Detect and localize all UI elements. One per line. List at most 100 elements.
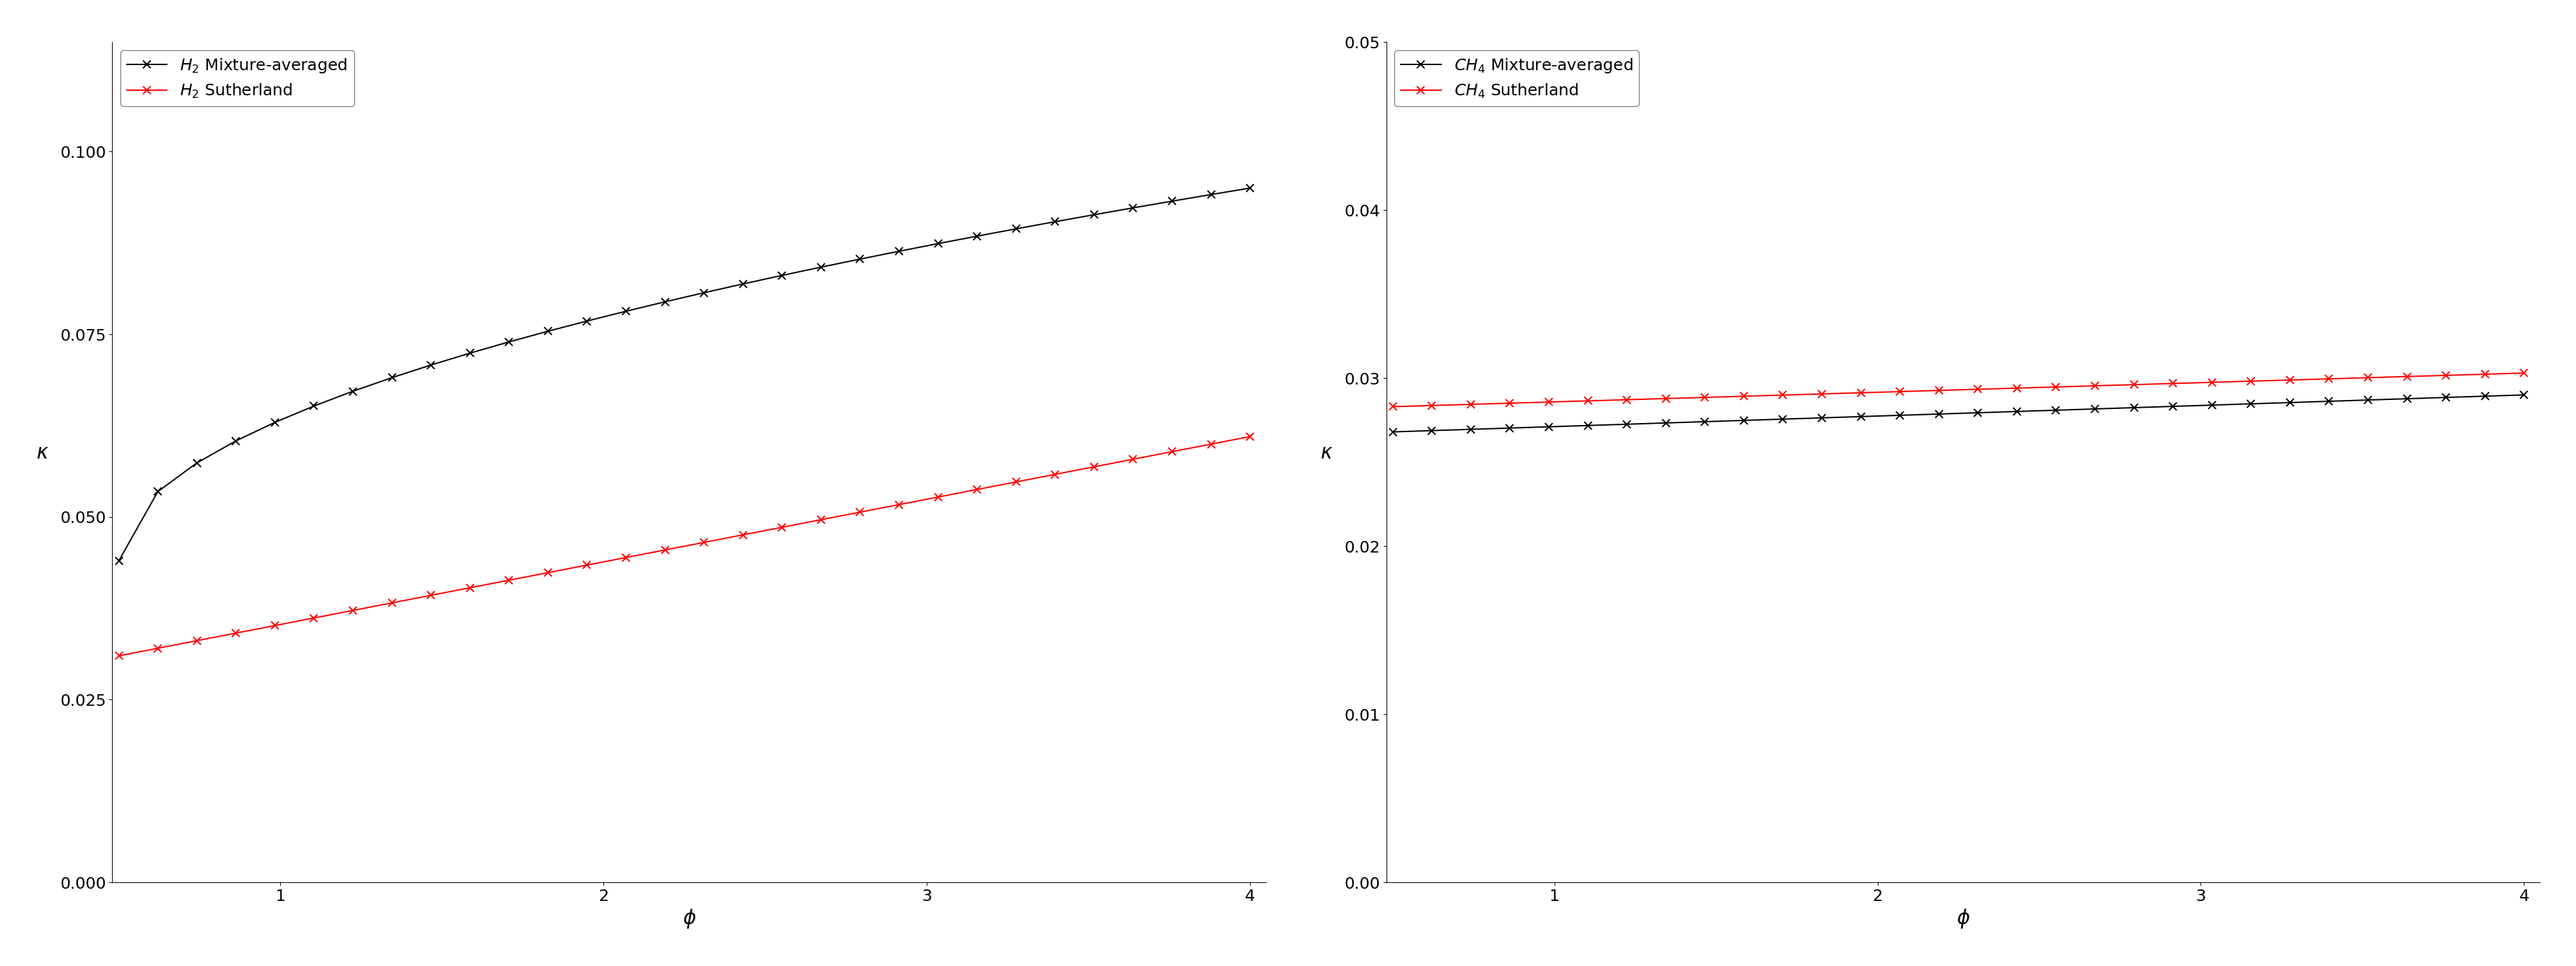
$H_2$ Sutherland [611, 552, 641, 563]
$H_2$ Mixture-averaged [260, 416, 291, 428]
Line: $CH_4$ Mixture-averaged: $CH_4$ Mixture-averaged [1388, 391, 2527, 436]
$CH_4$ Mixture-averaged [1963, 407, 1994, 418]
$CH_4$ Mixture-averaged [1924, 409, 1955, 420]
$H_2$ Mixture-averaged [495, 336, 526, 348]
$H_2$ Sutherland [337, 605, 368, 616]
$CH_4$ Sutherland [2391, 371, 2421, 383]
$H_2$ Sutherland [768, 522, 799, 533]
$H_2$ Mixture-averaged [299, 400, 330, 412]
$CH_4$ Mixture-averaged [1613, 418, 1643, 430]
$CH_4$ Mixture-averaged [2313, 395, 2344, 407]
$H_2$ Sutherland [376, 597, 407, 609]
$H_2$ Mixture-averaged [999, 223, 1030, 235]
$H_2$ Sutherland [260, 620, 291, 632]
Y-axis label: $\kappa$: $\kappa$ [36, 443, 49, 462]
$H_2$ Mixture-averaged [611, 305, 641, 317]
$H_2$ Mixture-averaged [1118, 202, 1149, 213]
$CH_4$ Sutherland [2275, 374, 2306, 385]
$CH_4$ Mixture-averaged [1728, 414, 1759, 426]
$CH_4$ Sutherland [1844, 387, 1875, 399]
$H_2$ Mixture-averaged [688, 287, 719, 298]
X-axis label: $\phi$: $\phi$ [1958, 908, 1971, 930]
$CH_4$ Mixture-averaged [1533, 421, 1564, 433]
$H_2$ Sutherland [961, 484, 992, 496]
$H_2$ Sutherland [806, 514, 837, 526]
$CH_4$ Sutherland [2432, 370, 2463, 382]
$H_2$ Sutherland [1118, 453, 1149, 465]
Y-axis label: $\kappa$: $\kappa$ [1319, 443, 1332, 462]
$CH_4$ Mixture-averaged [2002, 406, 2032, 417]
$CH_4$ Mixture-averaged [1417, 425, 1448, 437]
$H_2$ Sutherland [726, 529, 757, 541]
$H_2$ Sutherland [922, 492, 953, 503]
X-axis label: $\phi$: $\phi$ [683, 908, 696, 930]
$H_2$ Mixture-averaged [103, 555, 134, 567]
$H_2$ Mixture-averaged [1157, 195, 1188, 207]
$CH_4$ Mixture-averaged [2117, 402, 2148, 413]
$H_2$ Sutherland [299, 612, 330, 624]
$H_2$ Sutherland [1234, 431, 1265, 442]
$H_2$ Sutherland [533, 567, 564, 579]
$CH_4$ Sutherland [2040, 382, 2071, 393]
$H_2$ Sutherland [453, 582, 484, 593]
$H_2$ Sutherland [649, 544, 680, 555]
$CH_4$ Mixture-averaged [2197, 399, 2228, 411]
$CH_4$ Mixture-averaged [1651, 417, 1682, 429]
$CH_4$ Mixture-averaged [1690, 416, 1721, 428]
$CH_4$ Mixture-averaged [2352, 394, 2383, 406]
$H_2$ Sutherland [884, 498, 914, 510]
Line: $H_2$ Mixture-averaged: $H_2$ Mixture-averaged [116, 185, 1255, 564]
$CH_4$ Mixture-averaged [2079, 403, 2110, 414]
$CH_4$ Mixture-averaged [2275, 397, 2306, 409]
$CH_4$ Mixture-averaged [2236, 398, 2267, 410]
$CH_4$ Sutherland [1767, 389, 1798, 401]
$H_2$ Sutherland [415, 589, 446, 601]
$H_2$ Sutherland [1041, 469, 1072, 480]
$CH_4$ Sutherland [1806, 388, 1837, 400]
$CH_4$ Sutherland [1728, 390, 1759, 402]
$H_2$ Sutherland [1195, 439, 1226, 450]
$H_2$ Mixture-averaged [453, 348, 484, 359]
$CH_4$ Sutherland [2313, 373, 2344, 384]
$CH_4$ Mixture-averaged [1767, 413, 1798, 425]
$CH_4$ Mixture-averaged [1494, 422, 1525, 434]
$CH_4$ Sutherland [1963, 384, 1994, 395]
$CH_4$ Mixture-averaged [1806, 412, 1837, 424]
$CH_4$ Sutherland [1571, 395, 1602, 407]
$H_2$ Sutherland [845, 506, 876, 518]
$H_2$ Sutherland [999, 476, 1030, 488]
$H_2$ Sutherland [572, 559, 603, 571]
$CH_4$ Sutherland [1378, 401, 1409, 412]
$CH_4$ Sutherland [2470, 368, 2501, 380]
$CH_4$ Sutherland [1690, 391, 1721, 403]
$CH_4$ Mixture-averaged [2391, 393, 2421, 405]
$H_2$ Sutherland [142, 642, 173, 654]
$CH_4$ Mixture-averaged [2159, 401, 2190, 412]
$CH_4$ Sutherland [2352, 372, 2383, 384]
$H_2$ Mixture-averaged [142, 486, 173, 497]
$CH_4$ Sutherland [1613, 394, 1643, 406]
$H_2$ Sutherland [222, 627, 252, 639]
$H_2$ Sutherland [103, 650, 134, 662]
$H_2$ Mixture-averaged [415, 359, 446, 371]
Line: $H_2$ Sutherland: $H_2$ Sutherland [116, 433, 1255, 660]
$H_2$ Mixture-averaged [922, 238, 953, 249]
$CH_4$ Mixture-averaged [1378, 426, 1409, 438]
$H_2$ Mixture-averaged [649, 296, 680, 307]
$CH_4$ Sutherland [2079, 380, 2110, 391]
$CH_4$ Mixture-averaged [1844, 411, 1875, 422]
$H_2$ Sutherland [1079, 461, 1110, 472]
$H_2$ Mixture-averaged [376, 372, 407, 384]
$H_2$ Mixture-averaged [1234, 183, 1265, 194]
$H_2$ Mixture-averaged [222, 435, 252, 446]
$CH_4$ Sutherland [2236, 376, 2267, 387]
$H_2$ Mixture-averaged [768, 270, 799, 281]
$CH_4$ Sutherland [1455, 399, 1486, 411]
$H_2$ Mixture-averaged [1079, 209, 1110, 220]
Legend: $H_2$ Mixture-averaged, $H_2$ Sutherland: $H_2$ Mixture-averaged, $H_2$ Sutherland [121, 50, 353, 106]
$CH_4$ Sutherland [2197, 377, 2228, 388]
$CH_4$ Sutherland [2002, 383, 2032, 394]
$H_2$ Sutherland [688, 537, 719, 549]
$CH_4$ Sutherland [1924, 384, 1955, 396]
$H_2$ Mixture-averaged [726, 278, 757, 290]
